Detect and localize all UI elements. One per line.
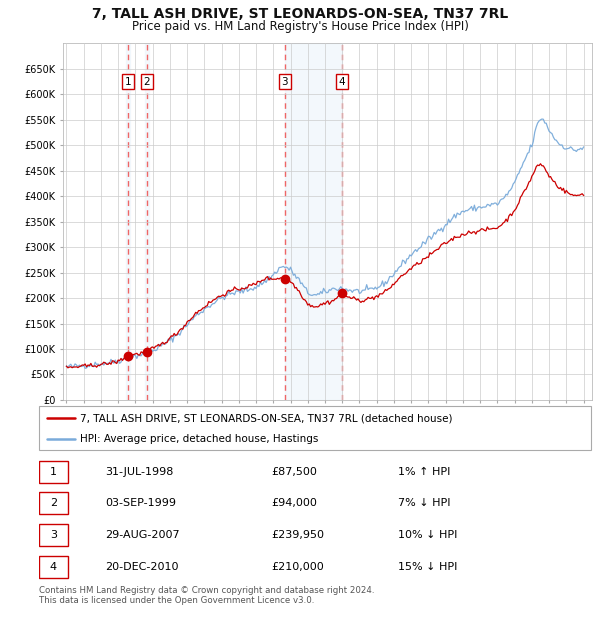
FancyBboxPatch shape xyxy=(39,406,591,450)
Text: 7, TALL ASH DRIVE, ST LEONARDS-ON-SEA, TN37 7RL: 7, TALL ASH DRIVE, ST LEONARDS-ON-SEA, T… xyxy=(92,7,508,22)
Text: £210,000: £210,000 xyxy=(271,562,323,572)
Bar xyxy=(126,43,130,400)
Text: £87,500: £87,500 xyxy=(271,467,317,477)
Text: 31-JUL-1998: 31-JUL-1998 xyxy=(105,467,173,477)
Text: 1% ↑ HPI: 1% ↑ HPI xyxy=(398,467,450,477)
Text: £94,000: £94,000 xyxy=(271,498,317,508)
Text: 4: 4 xyxy=(50,562,57,572)
Bar xyxy=(284,43,342,400)
Text: 15% ↓ HPI: 15% ↓ HPI xyxy=(398,562,457,572)
Text: 1: 1 xyxy=(50,467,57,477)
Text: This data is licensed under the Open Government Licence v3.0.: This data is licensed under the Open Gov… xyxy=(39,596,314,606)
FancyBboxPatch shape xyxy=(39,556,68,578)
FancyBboxPatch shape xyxy=(39,461,68,482)
Text: £239,950: £239,950 xyxy=(271,530,324,540)
Text: Price paid vs. HM Land Registry's House Price Index (HPI): Price paid vs. HM Land Registry's House … xyxy=(131,20,469,33)
Text: 20-DEC-2010: 20-DEC-2010 xyxy=(105,562,179,572)
Text: 7% ↓ HPI: 7% ↓ HPI xyxy=(398,498,451,508)
Text: 3: 3 xyxy=(50,530,57,540)
FancyBboxPatch shape xyxy=(39,524,68,546)
FancyBboxPatch shape xyxy=(39,492,68,515)
Text: 7, TALL ASH DRIVE, ST LEONARDS-ON-SEA, TN37 7RL (detached house): 7, TALL ASH DRIVE, ST LEONARDS-ON-SEA, T… xyxy=(80,414,453,423)
Text: 2: 2 xyxy=(143,77,150,87)
Text: 4: 4 xyxy=(338,77,345,87)
Text: 10% ↓ HPI: 10% ↓ HPI xyxy=(398,530,457,540)
Text: 03-SEP-1999: 03-SEP-1999 xyxy=(105,498,176,508)
Text: 3: 3 xyxy=(281,77,288,87)
Text: HPI: Average price, detached house, Hastings: HPI: Average price, detached house, Hast… xyxy=(80,434,319,444)
Text: 1: 1 xyxy=(125,77,131,87)
Text: Contains HM Land Registry data © Crown copyright and database right 2024.: Contains HM Land Registry data © Crown c… xyxy=(39,586,374,595)
Bar xyxy=(145,43,149,400)
Text: 29-AUG-2007: 29-AUG-2007 xyxy=(105,530,180,540)
Text: 2: 2 xyxy=(50,498,57,508)
